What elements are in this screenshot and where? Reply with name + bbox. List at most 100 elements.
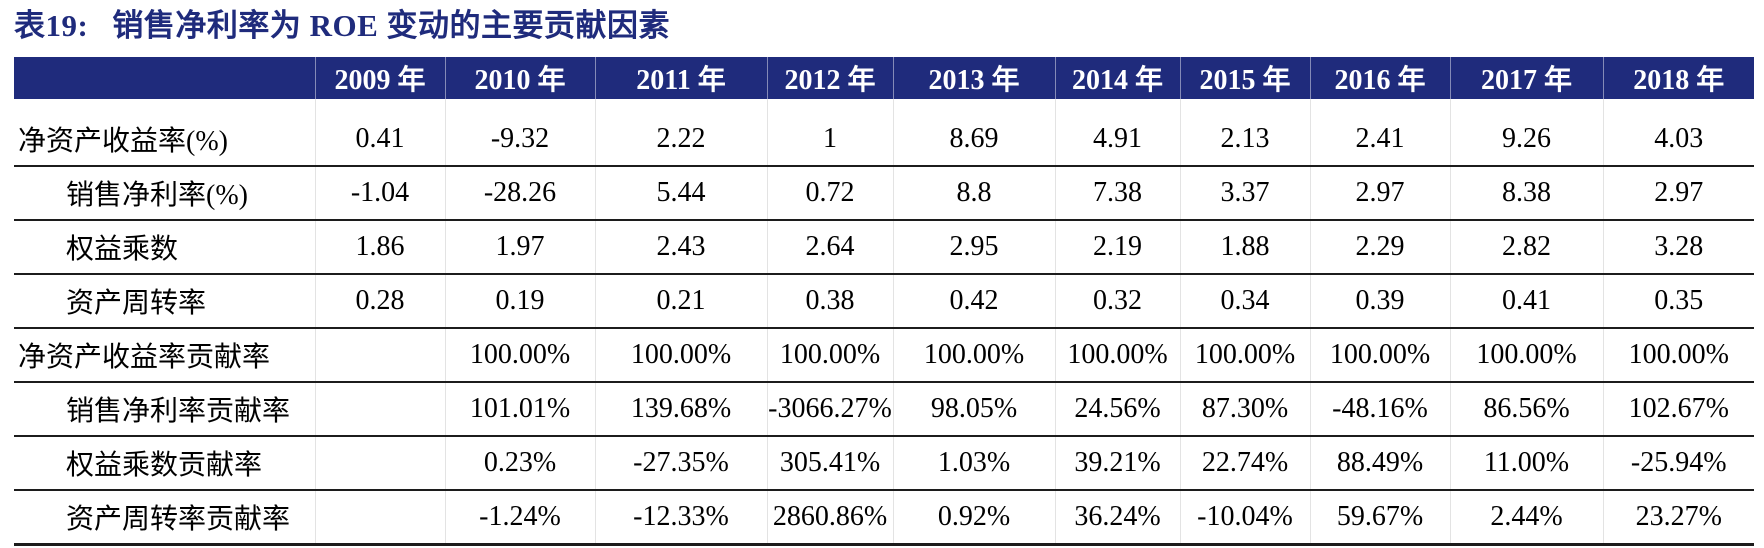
value-cell: 5.44 — [594, 166, 767, 221]
table-row: 权益乘数 1.86 1.97 2.43 2.64 2.95 2.19 1.88 2.29 2.82… — [14, 220, 1754, 275]
value-cell: 0.35 — [1602, 274, 1754, 329]
value-cell: 100.00% — [594, 328, 767, 383]
value-cell: 3.37 — [1179, 166, 1310, 221]
row-label: 资产周转率 — [14, 274, 315, 329]
value-cell: -1.04 — [314, 166, 445, 221]
table-row: 资产周转率贡献率 -1.24% -12.33% 2860.86% 0.92% 36.24%… — [14, 490, 1754, 546]
value-cell: 88.49% — [1309, 436, 1450, 491]
value-cell: 100.00% — [1449, 328, 1603, 383]
value-cell: 305.41% — [766, 436, 893, 491]
value-cell: 1.97 — [444, 220, 595, 275]
value-cell: 9.26 — [1449, 99, 1603, 167]
value-cell: 1.86 — [314, 220, 445, 275]
value-cell: 2.41 — [1309, 99, 1450, 167]
row-label: 净资产收益率(%) — [14, 99, 315, 167]
value-cell: 2.95 — [892, 220, 1055, 275]
row-label: 资产周转率贡献率 — [14, 490, 315, 546]
value-cell: 0.42 — [892, 274, 1055, 329]
value-cell: 2.82 — [1449, 220, 1603, 275]
value-cell: 1 — [766, 99, 893, 167]
value-cell: -27.35% — [594, 436, 767, 491]
value-cell: 11.00% — [1449, 436, 1603, 491]
value-cell: 0.23% — [444, 436, 595, 491]
value-cell: 2.29 — [1309, 220, 1450, 275]
value-cell: 0.34 — [1179, 274, 1310, 329]
value-cell: 59.67% — [1309, 490, 1450, 546]
value-cell: 7.38 — [1054, 166, 1180, 221]
value-cell: 0.32 — [1054, 274, 1180, 329]
value-cell: -28.26 — [444, 166, 595, 221]
value-cell: 2.64 — [766, 220, 893, 275]
value-cell: 3.28 — [1602, 220, 1754, 275]
header-cell-year: 2012 年 — [766, 57, 893, 99]
value-cell: 1.03% — [892, 436, 1055, 491]
value-cell: 36.24% — [1054, 490, 1180, 546]
value-cell — [314, 436, 445, 491]
header-cell-year: 2010 年 — [444, 57, 595, 99]
header-cell-blank — [14, 57, 315, 99]
table-row: 资产周转率 0.28 0.19 0.21 0.38 0.42 0.32 0.34 0.39 0.4… — [14, 274, 1754, 329]
value-cell: 24.56% — [1054, 382, 1180, 437]
row-label: 净资产收益率贡献率 — [14, 328, 315, 383]
header-cell-year: 2015 年 — [1179, 57, 1310, 99]
value-cell: 0.41 — [1449, 274, 1603, 329]
value-cell: 2.97 — [1602, 166, 1754, 221]
value-cell: 100.00% — [892, 328, 1055, 383]
value-cell: 0.41 — [314, 99, 445, 167]
table-title-text: 销售净利率为 ROE 变动的主要贡献因素 — [112, 8, 671, 43]
value-cell: 8.38 — [1449, 166, 1603, 221]
value-cell: 0.38 — [766, 274, 893, 329]
value-cell: 0.39 — [1309, 274, 1450, 329]
value-cell: 98.05% — [892, 382, 1055, 437]
value-cell: 22.74% — [1179, 436, 1310, 491]
value-cell: 0.21 — [594, 274, 767, 329]
value-cell: 4.03 — [1602, 99, 1754, 167]
header-cell-year: 2011 年 — [594, 57, 767, 99]
row-label: 销售净利率贡献率 — [14, 382, 315, 437]
value-cell: 2.43 — [594, 220, 767, 275]
value-cell: 100.00% — [1179, 328, 1310, 383]
value-cell: 2.44% — [1449, 490, 1603, 546]
roe-contribution-table: 2009 年 2010 年 2011 年 2012 年 2013 年 2014 年 2015… — [14, 57, 1754, 546]
value-cell: 2.13 — [1179, 99, 1310, 167]
table-title-label: 表19: — [14, 8, 89, 43]
value-cell: 0.19 — [444, 274, 595, 329]
value-cell: -3066.27% — [766, 382, 893, 437]
row-label: 权益乘数贡献率 — [14, 436, 315, 491]
value-cell: 8.8 — [892, 166, 1055, 221]
value-cell: 87.30% — [1179, 382, 1310, 437]
value-cell: 23.27% — [1602, 490, 1754, 546]
value-cell: 100.00% — [444, 328, 595, 383]
value-cell — [314, 490, 445, 546]
value-cell: 0.28 — [314, 274, 445, 329]
table-row: 净资产收益率(%) 0.41 -9.32 2.22 1 8.69 4.91 2.13 2.41 9… — [14, 99, 1754, 167]
table-row: 销售净利率(%) -1.04 -28.26 5.44 0.72 8.8 7.38 3.37 2.… — [14, 166, 1754, 221]
value-cell: 101.01% — [444, 382, 595, 437]
table-row: 净资产收益率贡献率 100.00% 100.00% 100.00% 100.00% 100… — [14, 328, 1754, 383]
row-label: 销售净利率(%) — [14, 166, 315, 221]
header-cell-year: 2016 年 — [1309, 57, 1450, 99]
table-row: 权益乘数贡献率 0.23% -27.35% 305.41% 1.03% 39.21% 22.… — [14, 436, 1754, 491]
header-cell-year: 2018 年 — [1602, 57, 1754, 99]
header-cell-year: 2017 年 — [1449, 57, 1603, 99]
header-cell-year: 2009 年 — [314, 57, 445, 99]
table-title: 表19: 销售净利率为 ROE 变动的主要贡献因素 — [14, 6, 1764, 46]
value-cell: 100.00% — [766, 328, 893, 383]
header-cell-year: 2014 年 — [1054, 57, 1180, 99]
value-cell: 102.67% — [1602, 382, 1754, 437]
value-cell: 8.69 — [892, 99, 1055, 167]
value-cell: 100.00% — [1054, 328, 1180, 383]
value-cell: 39.21% — [1054, 436, 1180, 491]
value-cell: -25.94% — [1602, 436, 1754, 491]
value-cell: 2860.86% — [766, 490, 893, 546]
value-cell: 2.97 — [1309, 166, 1450, 221]
value-cell: 86.56% — [1449, 382, 1603, 437]
table-body: 净资产收益率(%) 0.41 -9.32 2.22 1 8.69 4.91 2.13 2.41 9… — [14, 99, 1754, 546]
value-cell: 100.00% — [1309, 328, 1450, 383]
value-cell: -10.04% — [1179, 490, 1310, 546]
value-cell: 2.19 — [1054, 220, 1180, 275]
value-cell: -12.33% — [594, 490, 767, 546]
value-cell — [314, 382, 445, 437]
row-label: 权益乘数 — [14, 220, 315, 275]
